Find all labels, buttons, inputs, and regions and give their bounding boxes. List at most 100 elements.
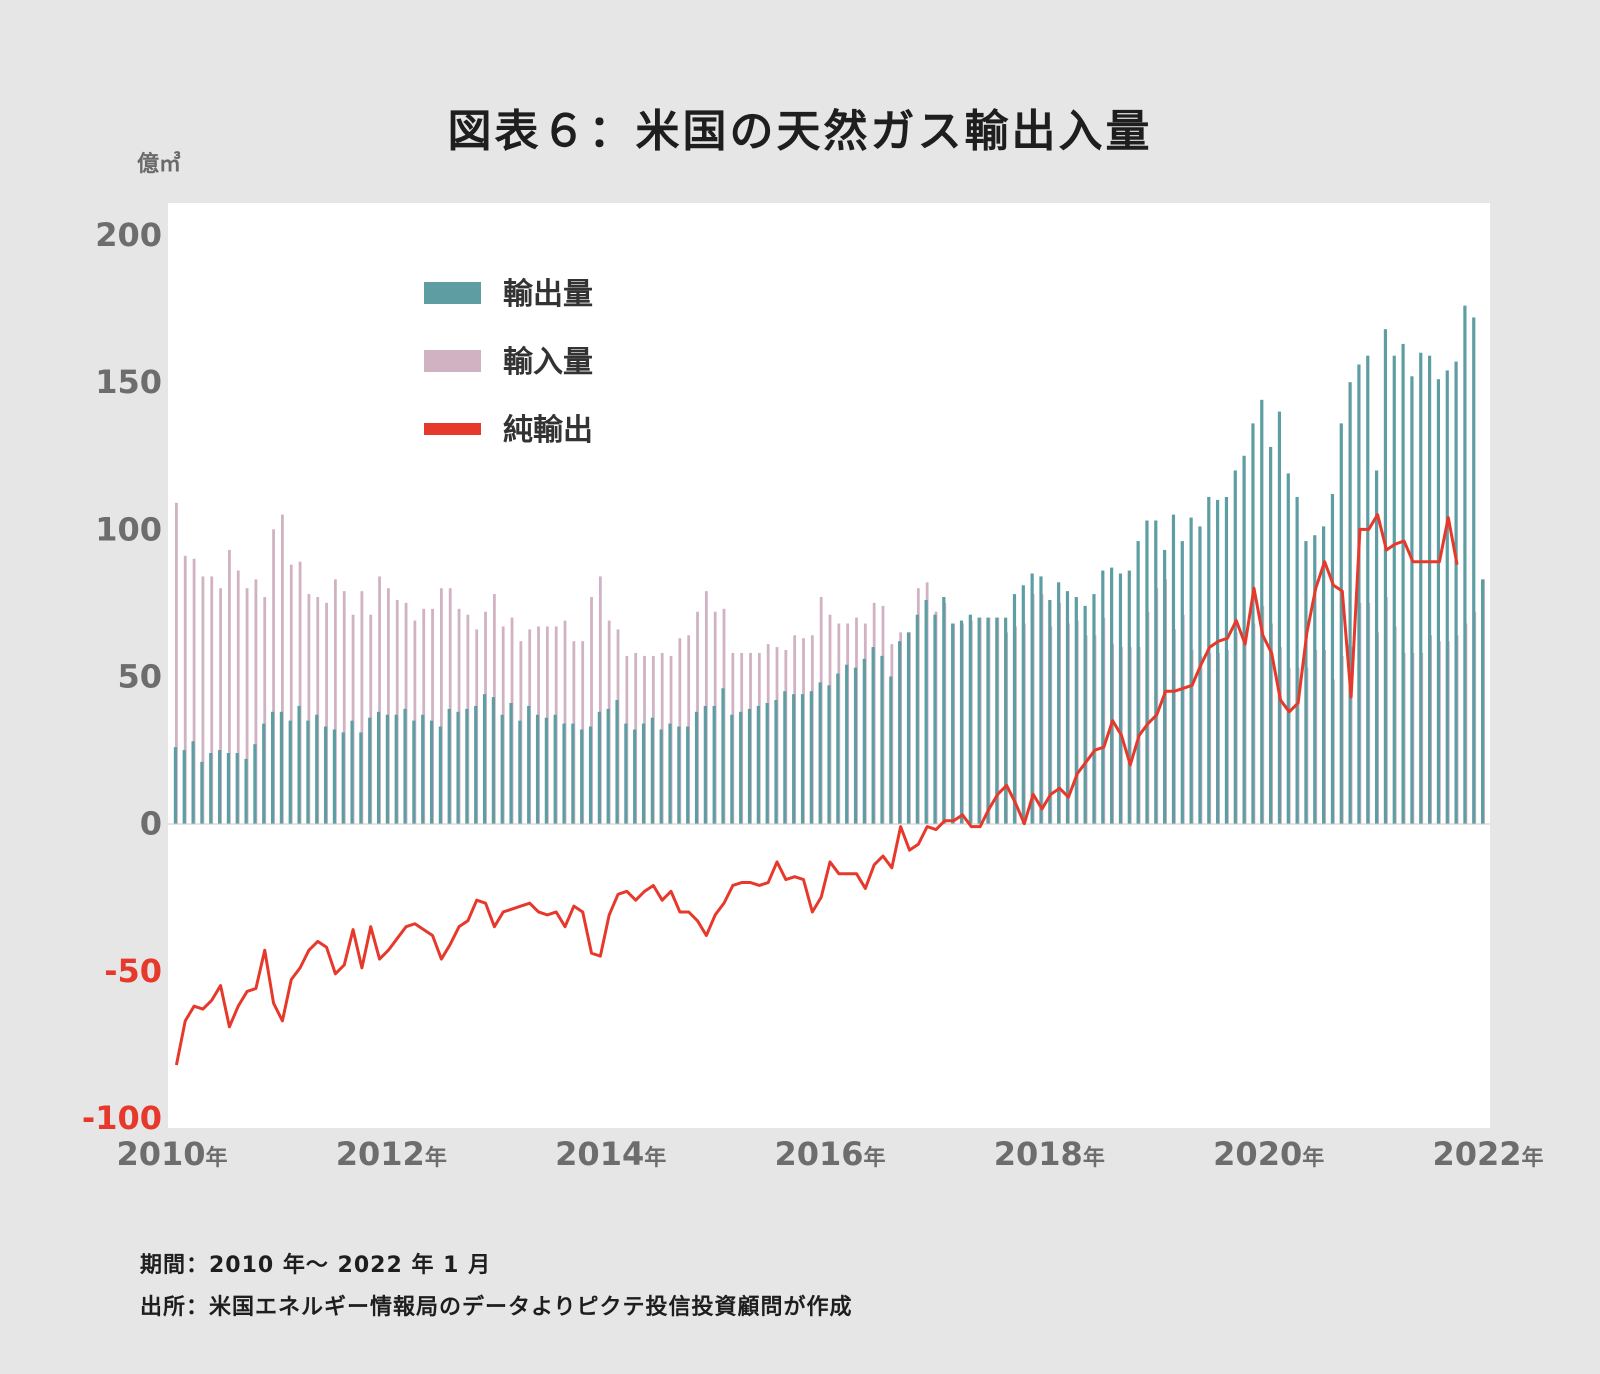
export-bar [1436, 379, 1441, 824]
import-bar [236, 570, 240, 824]
export-bar [1189, 517, 1193, 824]
export-bar [1163, 549, 1167, 824]
net-exports-line [174, 513, 1459, 1066]
export-bar [933, 614, 937, 824]
import-bar [378, 576, 381, 824]
export-bar [500, 714, 504, 824]
y-tick-label: 100 [95, 510, 162, 548]
export-bar [730, 714, 734, 824]
export-bar [1092, 594, 1096, 824]
import-bar [263, 597, 267, 824]
import-bar [210, 576, 214, 824]
import-bar [175, 502, 178, 824]
export-bar [341, 732, 345, 824]
export-bar [571, 723, 575, 824]
export-bar [456, 711, 460, 824]
export-bar [986, 617, 990, 824]
export-bar [906, 632, 911, 824]
export-bar [1216, 499, 1220, 824]
export-bar [1260, 399, 1264, 824]
export-bar [1233, 470, 1237, 824]
export-bar [1118, 573, 1123, 824]
export-bar [1322, 526, 1326, 824]
export-bar [270, 711, 275, 824]
export-bar [898, 641, 902, 824]
export-bar [1127, 570, 1131, 824]
import-bar [272, 529, 275, 824]
export-bar [1171, 514, 1176, 824]
export-bar [1304, 541, 1308, 824]
export-bar [1021, 585, 1025, 824]
export-bar [359, 732, 363, 824]
import-bar [342, 591, 346, 824]
export-bar [606, 708, 610, 824]
export-bar [518, 720, 522, 824]
export-bar [818, 682, 822, 824]
export-bar [1401, 343, 1405, 824]
export-bar [641, 723, 646, 824]
export-bar [1154, 520, 1158, 824]
export-bar [721, 688, 725, 824]
x-tick-label: 2022年 [1432, 1135, 1543, 1173]
export-bar [809, 691, 813, 824]
export-bar [332, 729, 336, 824]
export-bar [173, 747, 178, 824]
import-bar [590, 597, 593, 824]
export-bar [588, 726, 593, 824]
export-bar [1463, 305, 1467, 824]
y-axis: 200 150 100 50 0 -50 -100 [82, 216, 162, 1137]
export-bar [297, 705, 301, 824]
export-bar [253, 744, 257, 824]
export-bar [774, 700, 778, 824]
export-bar [1207, 496, 1211, 824]
export-bar [1224, 496, 1229, 824]
export-bar [968, 614, 972, 824]
export-bar [1004, 617, 1008, 824]
export-bar [659, 729, 663, 824]
import-bar [386, 588, 390, 824]
export-bar [191, 741, 195, 824]
export-bar [792, 694, 796, 824]
export-bar [182, 750, 186, 824]
export-bar [1366, 355, 1370, 824]
export-bar [376, 711, 381, 824]
y-tick-label: 150 [95, 363, 162, 401]
import-bar [289, 564, 293, 824]
export-bar [1427, 355, 1432, 824]
export-bar [244, 758, 248, 824]
export-bar [739, 711, 743, 824]
legend-swatch [424, 350, 481, 372]
legend-swatch [424, 282, 481, 304]
x-axis: 2010年 2012年 2014年 2016年 2018年 2020年 2022年 [116, 1135, 1543, 1173]
export-bar [1048, 599, 1052, 824]
import-bar [360, 591, 364, 824]
export-bar [544, 717, 548, 824]
export-bar [959, 620, 964, 824]
export-bar [217, 750, 222, 824]
export-bar [429, 720, 434, 824]
import-bar [395, 599, 399, 824]
import-bar [183, 555, 187, 824]
export-bar [394, 714, 398, 824]
import-bar [351, 614, 355, 824]
x-tick-label: 2014年 [555, 1135, 666, 1173]
export-bar [1057, 582, 1061, 824]
export-bar [1286, 473, 1290, 824]
export-bar [1136, 541, 1140, 824]
export-bar [712, 705, 716, 824]
import-bar [439, 588, 443, 824]
export-bar [350, 720, 354, 824]
export-bar [323, 726, 328, 824]
export-bar [597, 711, 601, 824]
export-bar [465, 708, 469, 824]
y-axis-unit-label: 億㎥ [137, 152, 182, 177]
export-bar [1277, 411, 1282, 824]
export-bar [880, 655, 884, 824]
export-bar [783, 691, 787, 824]
export-bar [580, 729, 584, 824]
export-bar [1410, 376, 1414, 824]
export-bar [288, 720, 292, 824]
export-bar [668, 723, 672, 824]
export-bar [279, 711, 283, 824]
